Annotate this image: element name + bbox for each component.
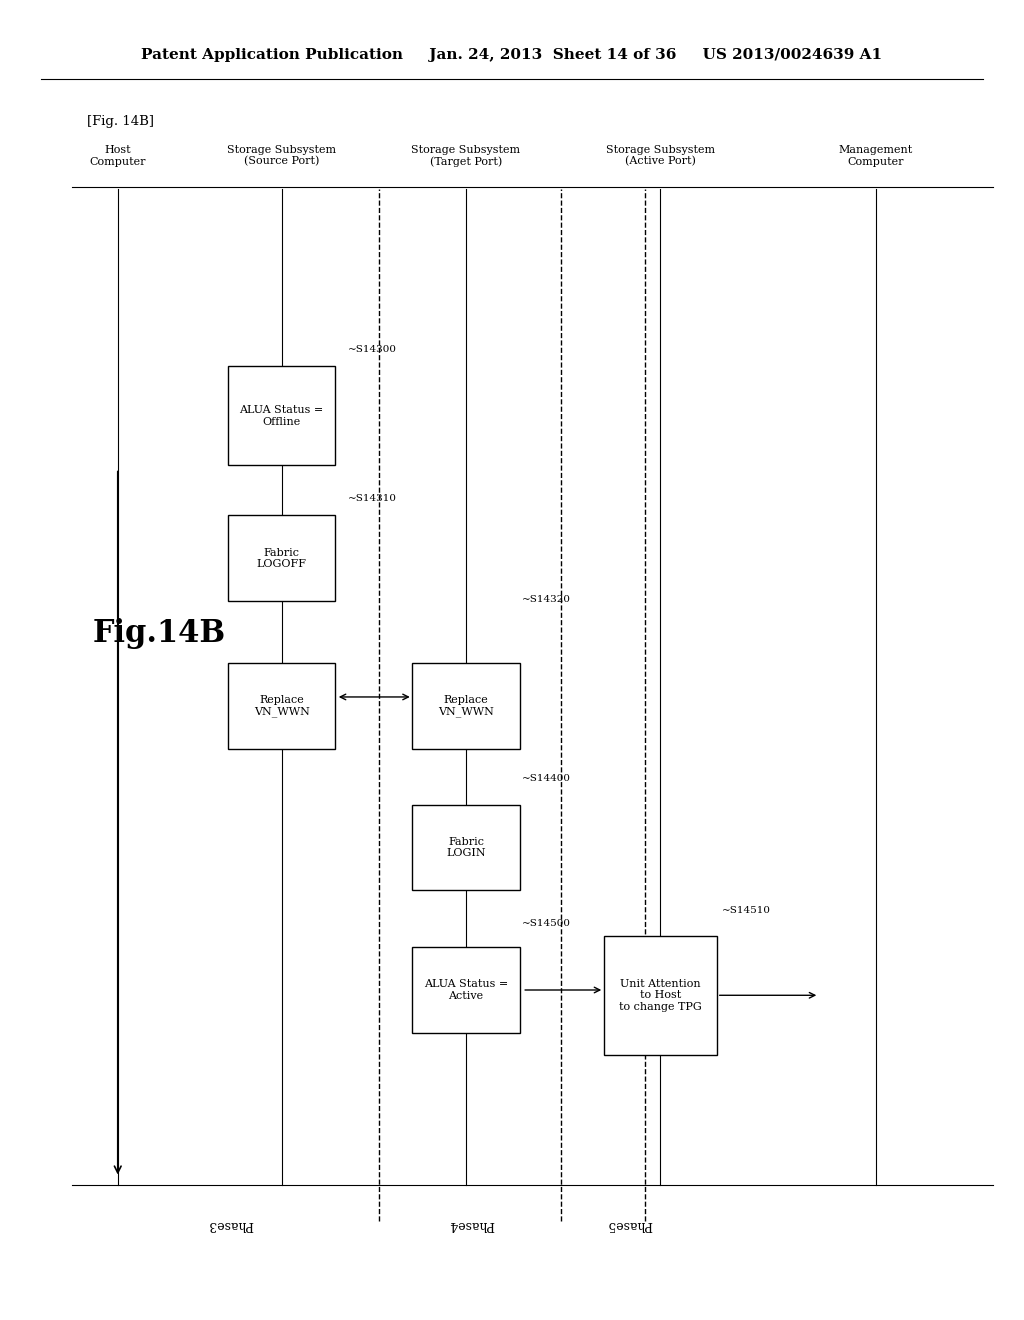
Text: Fabric
LOGOFF: Fabric LOGOFF (257, 548, 306, 569)
Bar (228, 664, 336, 750)
Bar (604, 936, 717, 1055)
Text: Host
Computer: Host Computer (89, 145, 146, 166)
Bar (228, 366, 336, 465)
Text: Storage Subsystem
(Active Port): Storage Subsystem (Active Port) (606, 145, 715, 166)
Text: Storage Subsystem
(Target Port): Storage Subsystem (Target Port) (412, 145, 520, 166)
Text: Storage Subsystem
(Source Port): Storage Subsystem (Source Port) (227, 145, 336, 166)
Text: ~S14400: ~S14400 (522, 775, 571, 783)
Text: Phase4: Phase4 (449, 1218, 494, 1232)
Text: [Fig. 14B]: [Fig. 14B] (87, 115, 154, 128)
Text: Patent Application Publication     Jan. 24, 2013  Sheet 14 of 36     US 2013/002: Patent Application Publication Jan. 24, … (141, 49, 883, 62)
Text: ALUA Status =
Active: ALUA Status = Active (424, 979, 508, 1001)
Text: Phase3: Phase3 (208, 1218, 253, 1232)
Text: ALUA Status =
Offline: ALUA Status = Offline (240, 405, 324, 426)
Text: ~S14510: ~S14510 (722, 907, 771, 915)
Text: Fig.14B: Fig.14B (92, 618, 225, 649)
Text: Unit Attention
to Host
to change TPG: Unit Attention to Host to change TPG (620, 978, 701, 1012)
Text: Fabric
LOGIN: Fabric LOGIN (446, 837, 485, 858)
Text: ~S14320: ~S14320 (522, 595, 571, 603)
Text: Management
Computer: Management Computer (839, 145, 912, 166)
Bar (228, 516, 336, 602)
Text: ~S14300: ~S14300 (348, 346, 397, 354)
Text: ~S14500: ~S14500 (522, 920, 571, 928)
Text: ~S14310: ~S14310 (348, 495, 397, 503)
Bar (412, 804, 520, 890)
Text: Replace
VN_WWN: Replace VN_WWN (254, 696, 309, 717)
Text: Phase5: Phase5 (607, 1218, 652, 1232)
Text: Replace
VN_WWN: Replace VN_WWN (438, 696, 494, 717)
Bar (412, 948, 520, 1032)
Bar (412, 664, 520, 750)
